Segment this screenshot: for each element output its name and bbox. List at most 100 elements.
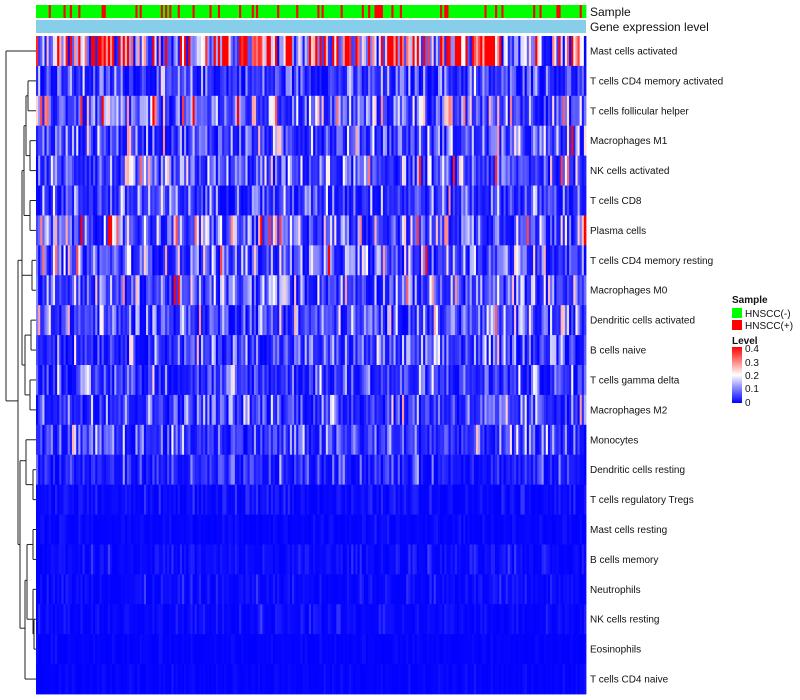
heatmap-cell	[370, 394, 373, 426]
heatmap-cell	[378, 335, 382, 366]
heatmap-cell	[245, 155, 248, 186]
heatmap-cell	[245, 275, 248, 306]
heatmap-cell	[105, 454, 109, 486]
heatmap-cell	[171, 305, 174, 336]
sample-annotation-cell	[285, 5, 289, 18]
heatmap-cell	[215, 544, 219, 575]
heatmap-cell	[391, 245, 394, 276]
heatmap-cell	[579, 155, 583, 186]
heatmap-cell	[452, 215, 456, 246]
heatmap-cell	[40, 155, 43, 186]
heatmap-cell	[378, 125, 382, 157]
heatmap-cell	[192, 65, 196, 97]
heatmap-cell	[76, 36, 79, 67]
heatmap-cell	[552, 484, 555, 515]
heatmap-cell	[564, 514, 568, 545]
heatmap-cell	[344, 95, 348, 127]
heatmap-cell	[152, 125, 155, 157]
heatmap-cell	[291, 245, 295, 276]
heatmap-cell	[289, 394, 293, 426]
heatmap-cell	[44, 155, 47, 186]
heatmap-cell	[277, 424, 280, 456]
heatmap-cell	[82, 245, 86, 276]
heatmap-cell	[492, 275, 496, 306]
heatmap-cell	[201, 335, 204, 366]
heatmap-cell	[260, 484, 263, 515]
heatmap-cell	[366, 245, 369, 276]
heatmap-cell	[389, 155, 392, 186]
heatmap-cell	[461, 65, 464, 97]
heatmap-cell	[583, 245, 587, 276]
heatmap-cell	[262, 125, 265, 157]
heatmap-cell	[306, 36, 310, 67]
heatmap-cell	[467, 454, 471, 486]
heatmap-cell	[478, 125, 481, 157]
heatmap-cell	[80, 514, 83, 545]
heatmap-cell	[55, 245, 58, 276]
heatmap-cell	[522, 514, 526, 545]
heatmap-cell	[437, 335, 441, 366]
heatmap-cell	[554, 275, 557, 306]
heatmap-cell	[52, 514, 56, 545]
heatmap-cell	[495, 484, 498, 515]
heatmap-cell	[275, 514, 278, 545]
heatmap-cell	[418, 125, 422, 157]
heatmap-cell	[65, 514, 69, 545]
sample-annotation-cell	[40, 5, 43, 18]
heatmap-cell	[179, 454, 183, 486]
heatmap-cell	[44, 424, 47, 456]
heatmap-cell	[408, 185, 411, 216]
heatmap-cell	[387, 155, 390, 186]
heatmap-cell	[188, 484, 191, 515]
heatmap-cell	[304, 424, 308, 456]
heatmap-cell	[296, 544, 299, 575]
heatmap-cell	[226, 215, 229, 246]
heatmap-cell	[91, 155, 94, 186]
heatmap-cell	[366, 275, 369, 306]
heatmap-cell	[461, 544, 464, 575]
heatmap-cell	[207, 185, 210, 216]
heatmap-cell	[581, 155, 585, 186]
heatmap-cell	[412, 215, 416, 246]
heatmap-cell	[63, 544, 67, 575]
heatmap-cell	[562, 394, 566, 426]
heatmap-cell	[366, 65, 369, 97]
heatmap-cell	[344, 335, 348, 366]
heatmap-cell	[97, 125, 100, 157]
heatmap-cell	[353, 125, 356, 157]
heatmap-cell	[285, 215, 289, 246]
heatmap-cell	[298, 424, 301, 456]
heatmap-cell	[524, 215, 528, 246]
heatmap-cell	[110, 544, 113, 575]
heatmap-cell	[361, 245, 365, 276]
heatmap-cell	[336, 65, 339, 97]
heatmap-cell	[184, 155, 187, 186]
heatmap-cell	[141, 95, 145, 127]
heatmap-cell	[40, 125, 43, 157]
heatmap-cell	[203, 544, 206, 575]
heatmap-cell	[564, 245, 568, 276]
heatmap-cell	[272, 275, 276, 306]
heatmap-cell	[397, 125, 401, 157]
heatmap-cell	[579, 365, 583, 396]
sample-annotation-cell	[262, 5, 265, 18]
heatmap-cell	[285, 335, 289, 366]
heatmap-cell	[154, 544, 157, 575]
heatmap-cell	[539, 305, 542, 336]
heatmap-cell	[141, 215, 145, 246]
heatmap-cell	[484, 95, 487, 127]
heatmap-cell	[103, 335, 107, 366]
heatmap-cell	[550, 215, 553, 246]
heatmap-cell	[338, 36, 342, 67]
heatmap-cell	[88, 65, 92, 97]
heatmap-cell	[220, 36, 223, 67]
heatmap-cell	[429, 36, 432, 67]
heatmap-cell	[258, 454, 261, 486]
heatmap-cell	[516, 275, 519, 306]
heatmap-cell	[101, 155, 105, 186]
heatmap-cell	[148, 185, 151, 216]
heatmap-cell	[330, 484, 333, 515]
heatmap-cell	[385, 365, 388, 396]
sample-annotation-cell	[452, 5, 456, 18]
heatmap-cell	[359, 514, 363, 545]
